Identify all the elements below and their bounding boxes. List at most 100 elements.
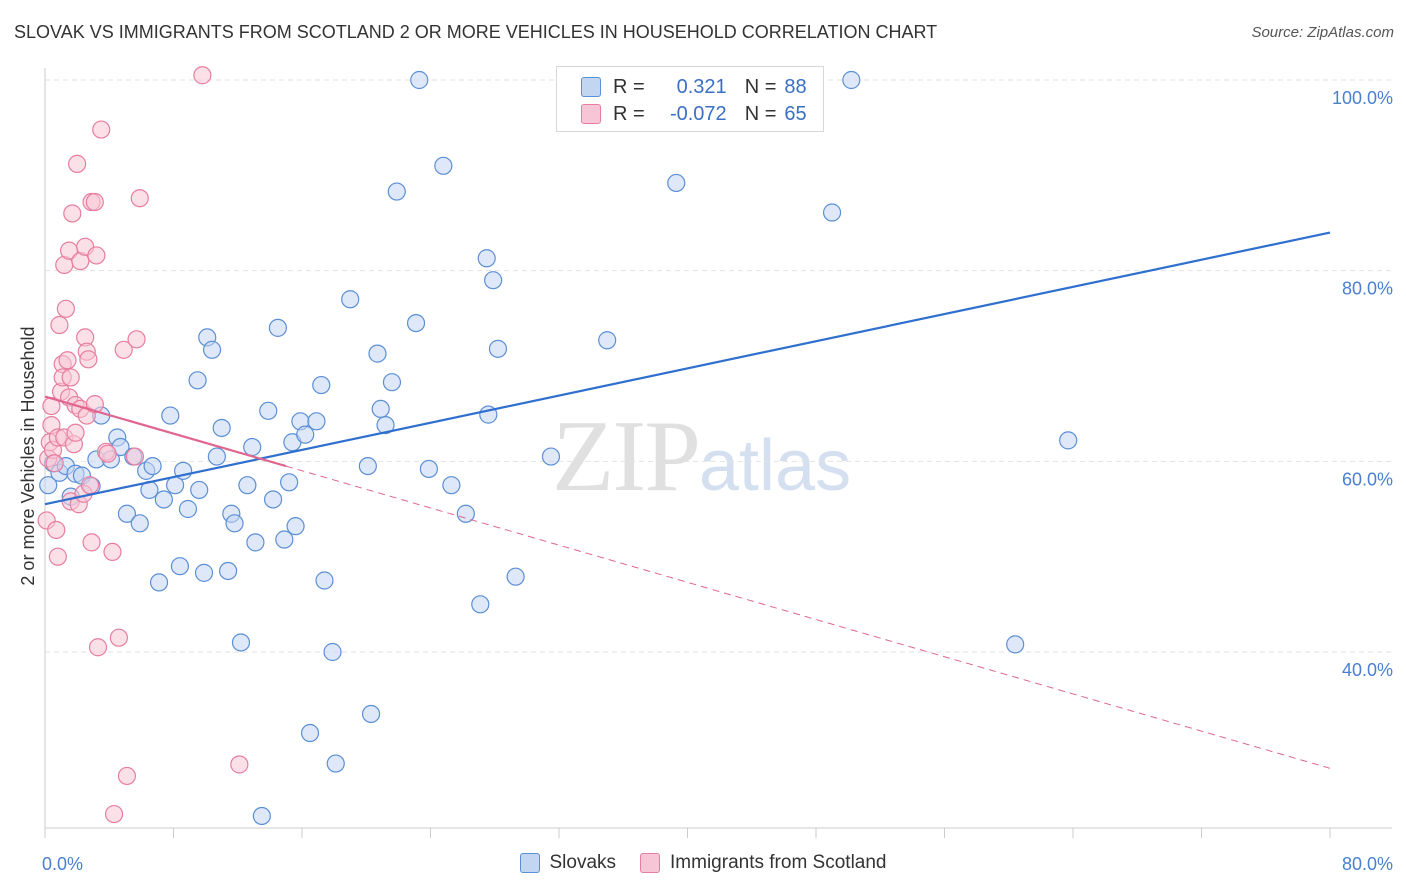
grid-lines [45,79,1392,653]
slovaks-point [358,457,377,476]
scotland-point [193,66,212,85]
scotland-point [85,192,104,212]
slovaks-point [194,563,214,582]
r-label: R = [613,102,645,125]
scotland-point [68,154,87,173]
slovaks-point [387,182,406,201]
scotland-point [50,315,69,335]
slovaks-point [406,314,426,333]
legend-label: Immigrants from Scotland [670,852,887,873]
y-tick-label: 80.0% [1342,279,1393,299]
slovaks-point [219,561,238,581]
slovaks-point [154,490,173,509]
slovaks-point [541,447,561,466]
correlation-legend: R = 0.321 N = 88 R = -0.072 N = 65 [556,66,824,132]
slovaks-point [326,754,345,773]
slovaks-point [286,517,305,536]
slovaks-point [822,203,842,222]
slovaks-point [225,514,244,533]
scotland-point [104,804,124,824]
scotland-point [47,520,66,540]
scotland-point [66,423,85,442]
n-value: 88 [784,75,807,98]
scotland-point [79,350,98,369]
x-tick-label: 80.0% [1342,854,1393,874]
slovaks-trendline [44,231,1331,506]
slovaks-point [243,437,262,457]
scotland-point [92,120,111,139]
scotland-point [58,351,77,370]
scotland-point [48,547,67,566]
n-value: 65 [784,102,807,125]
slovaks-point [190,480,209,500]
slovaks-point [202,340,222,359]
slovaks-point [178,499,198,519]
slovaks-point [371,399,390,418]
slovaks-swatch [581,77,601,97]
slovaks-point [484,271,503,290]
slovaks-point [477,249,496,268]
scotland-swatch [581,104,601,124]
r-label: R = [613,75,645,98]
slovaks-point [341,290,360,309]
slovaks-point [376,416,395,435]
x-tick-label: 0.0% [42,854,83,874]
scotland-point [85,395,104,414]
slovaks-point [598,331,617,350]
slovaks-point [312,375,331,395]
scotland-point [98,444,117,463]
scotland-point [103,542,122,562]
slovaks-point [143,457,162,476]
scotland-point [117,766,137,786]
slovaks-point [1059,431,1078,450]
slovaks-point [252,806,271,826]
watermark: ZIPatlas [552,398,851,515]
slovaks-point [212,418,231,438]
n-label: N = [744,75,777,98]
slovaks-point [456,504,475,523]
slovaks-point [368,344,387,363]
slovaks-point [268,318,288,337]
slovaks-point [434,156,453,175]
scotland-point [82,533,101,552]
y-axis-label: 2 or more Vehicles in Household [18,326,38,585]
scotland-point [56,299,75,318]
n-label: N = [744,102,777,125]
slovaks-point [382,373,402,392]
slovaks-point [506,567,525,586]
slovaks-point [315,571,334,590]
slovaks-point [410,70,429,90]
r-value: 0.321 [676,75,727,98]
scotland-point [230,755,249,774]
slovaks-point [149,573,169,592]
legend-item-slovaks: Slovaks [519,852,616,874]
slovaks-point [188,371,207,390]
slovaks-point [1006,635,1025,654]
r-value: -0.072 [669,102,727,125]
y-tick-label: 60.0% [1342,469,1393,489]
chart-title: SLOVAK VS IMMIGRANTS FROM SCOTLAND 2 OR … [14,22,938,42]
slovaks-point [231,633,251,652]
y-tick-label: 40.0% [1342,660,1393,680]
scotland-point [80,476,100,495]
slovaks-point [170,557,190,576]
series-legend: Slovaks Immigrants from Scotland [0,852,1406,874]
tick-labels: 100.0% 80.0% 60.0% 40.0% 0.0% 80.0% [42,88,1393,874]
slovaks-point [130,514,149,533]
slovaks-point [246,533,265,552]
scotland-trendline [285,465,1331,769]
scotland-point [88,638,108,657]
data-points [37,66,1078,826]
legend-row-scotland: R = -0.072 N = 65 [581,102,807,126]
slovaks-point [300,723,320,743]
slovaks-point [280,473,299,492]
slovaks-point [161,406,180,425]
slovaks-point [238,476,257,495]
slovaks-point [842,70,861,90]
slovaks-point [39,476,58,495]
slovaks-point [471,595,490,614]
scotland-point [87,246,106,265]
slovaks-point [117,504,137,523]
y-tick-label: 100.0% [1332,88,1393,108]
